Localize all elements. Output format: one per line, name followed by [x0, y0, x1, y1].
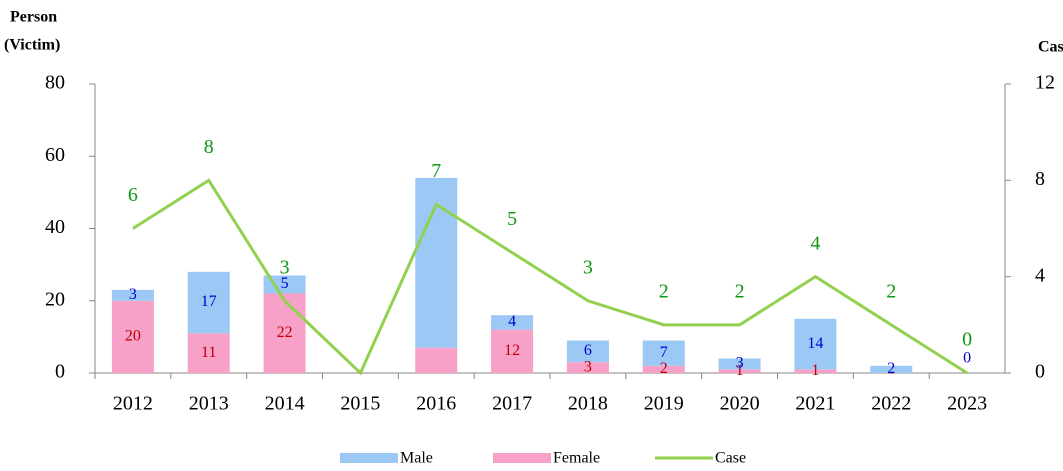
female-label: 20 [125, 328, 141, 345]
bar-male [718, 358, 761, 370]
case-label: 8 [204, 136, 214, 158]
case-label: 2 [659, 280, 669, 302]
y2-tick-label: 8 [1035, 168, 1045, 190]
case-line [132, 178, 968, 376]
x-tick-label: 2012 [113, 393, 153, 415]
y2-tick-label: 0 [1035, 361, 1045, 383]
x-tick-label: 2017 [492, 393, 532, 415]
female-label: 3 [584, 358, 592, 375]
bar-male [870, 365, 913, 373]
female-label: 1 [736, 362, 744, 379]
bar-female [111, 300, 154, 373]
x-tick-label: 2020 [720, 393, 760, 415]
bar-male [111, 289, 154, 301]
male-label: 0 [963, 350, 971, 367]
bar-female [187, 333, 230, 373]
male-label: 3 [129, 286, 137, 303]
x-tick-label: 2023 [947, 393, 987, 415]
y-tick-label: 80 [45, 72, 65, 94]
x-tick-label: 2022 [871, 393, 911, 415]
y2-axis-title: Case [1038, 39, 1063, 56]
bar-female [415, 347, 458, 373]
y-tick-label: 0 [55, 361, 65, 383]
case-label: 2 [886, 280, 896, 302]
y2-tick-label: 12 [1035, 72, 1055, 94]
x-tick-label: 2013 [189, 393, 229, 415]
x-tick-label: 2016 [416, 393, 456, 415]
x-tick-label: 2019 [644, 393, 684, 415]
case-label: 5 [507, 208, 517, 230]
bar-male [263, 275, 306, 294]
female-label: 11 [201, 344, 216, 361]
bar-female [263, 293, 306, 373]
bar-male [566, 340, 609, 363]
case-label: 3 [583, 256, 593, 278]
male-label: 4 [508, 313, 516, 330]
bar-female [718, 369, 761, 373]
male-label: 3 [736, 355, 744, 372]
case-label: 4 [810, 232, 820, 254]
male-label: 17 [201, 293, 217, 310]
x-tick-label: 2021 [795, 393, 835, 415]
bar-male [794, 318, 837, 370]
male-label: 6 [584, 342, 592, 359]
legend-label: Male [400, 450, 433, 467]
bar-male [491, 315, 534, 330]
case-label: 3 [280, 256, 290, 278]
case-label: 2 [735, 280, 745, 302]
case-label: 7 [431, 160, 441, 182]
y-axis-title: Person [10, 9, 57, 26]
male-label: 2 [887, 360, 895, 377]
female-label: 12 [504, 342, 520, 359]
bar-female [794, 369, 837, 373]
legend-swatch [493, 453, 551, 463]
y-tick-label: 20 [45, 288, 65, 310]
bar-female [642, 365, 685, 373]
x-tick-label: 2014 [265, 393, 305, 415]
case-label: 0 [962, 329, 972, 351]
bar-female [566, 362, 609, 373]
y-axis-title: (Victim) [4, 37, 60, 54]
legend-swatch [340, 453, 398, 463]
bar-male [642, 340, 685, 366]
female-label: - [889, 364, 894, 381]
case-label: 6 [128, 184, 138, 206]
x-tick-label: 2018 [568, 393, 608, 415]
female-label: 2 [660, 360, 668, 377]
x-tick-label: 2015 [340, 393, 380, 415]
bar-male [187, 271, 230, 334]
legend-label: Female [553, 450, 600, 467]
female-label: 22 [277, 324, 293, 341]
legend-label: Case [715, 450, 746, 467]
y-tick-label: 60 [45, 144, 65, 166]
y-tick-label: 40 [45, 216, 65, 238]
female-label: 1 [811, 362, 819, 379]
bar-female [491, 329, 534, 373]
y2-tick-label: 4 [1035, 264, 1045, 286]
male-label: 5 [281, 275, 289, 292]
male-label: 7 [660, 344, 668, 361]
male-label: 14 [807, 335, 823, 352]
